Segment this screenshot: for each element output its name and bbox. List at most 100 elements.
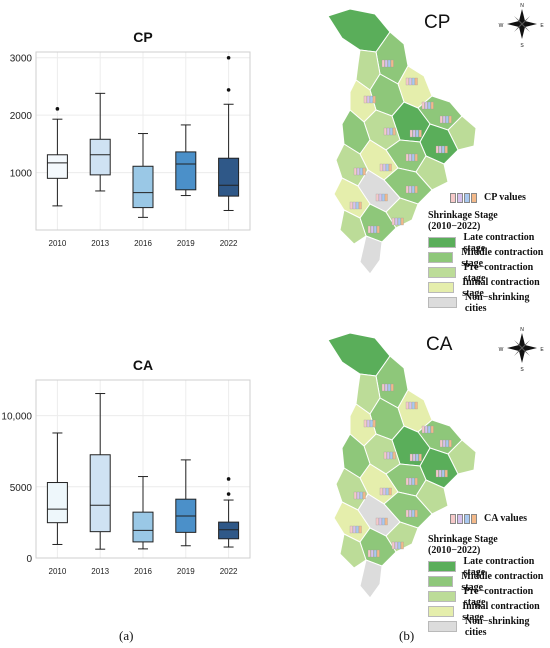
city-bar-glyph: [362, 491, 366, 500]
legend-row: Middle contraction stage: [428, 247, 550, 269]
city-bar-glyph: [411, 401, 415, 410]
legend-row: Late contraction stage: [428, 232, 550, 254]
legend-row: Non−shrinking cities: [428, 616, 550, 638]
city-bar-glyph: [386, 451, 390, 460]
ca-chart-title: CA: [133, 357, 153, 373]
cp-compass-icon: N S E W: [499, 3, 545, 49]
city-bar-glyph: [370, 549, 374, 558]
mini-bar-4: [471, 192, 477, 203]
ca-legend-title: Shrinkage Stage (2010−2022): [428, 534, 498, 556]
city-bar-glyph: [408, 77, 412, 86]
city-bar-glyph: [372, 419, 376, 428]
box-2022: [218, 157, 240, 197]
city-bar-glyph: [362, 167, 366, 176]
city-bar-glyph: [383, 451, 387, 460]
compass-diagonal: [514, 340, 530, 356]
city-bar-glyph: [414, 77, 418, 86]
plot-frame: [35, 51, 251, 231]
city-bar-glyph: [381, 517, 385, 526]
x-tick-label: 2016: [134, 567, 152, 576]
city-bar-glyph: [439, 439, 443, 448]
outlier-point: [55, 107, 60, 111]
cp-boxplot-panel: CP 1000 2000 3000 2010 2013 2016 2019 2022: [0, 20, 262, 260]
ca-map-panel: N S E W CA CA values Shrinkage Stage (2010−…: [318, 324, 550, 638]
compass-diagonal: [514, 16, 530, 32]
compass-label-n: N: [520, 3, 524, 9]
mini-bar-1: [450, 513, 456, 524]
cp-values-legend: CP values: [450, 192, 526, 203]
city-bar-glyph: [409, 129, 413, 138]
city-bar-glyph: [405, 477, 409, 486]
city-bar-glyph: [405, 401, 409, 410]
city-bar-glyph: [394, 541, 398, 550]
city-bar-glyph: [391, 217, 395, 226]
legend-row: Initial contraction stage: [428, 601, 550, 623]
outlier-point: [226, 492, 231, 496]
ca-map: N S E W: [327, 327, 544, 599]
city-bar-glyph: [418, 453, 422, 462]
legend-row: Pre−contraction stage: [428, 262, 550, 284]
city-bar-glyph: [400, 541, 404, 550]
city-bar-glyph: [385, 163, 389, 172]
box-2010: [46, 154, 68, 179]
city-bar-glyph: [381, 59, 385, 68]
legend-row: Middle contraction stage: [428, 571, 550, 593]
legend-row: Initial contraction stage: [428, 277, 550, 299]
city-bar-glyph: [444, 145, 448, 154]
city-bar-glyph: [370, 225, 374, 234]
city-bar-glyph: [397, 541, 401, 550]
city-bar-glyph: [349, 201, 353, 210]
city-bar-glyph: [415, 129, 419, 138]
city-bar-glyph: [405, 185, 409, 194]
outlier-point: [226, 55, 231, 60]
ca-map-title: CA: [426, 334, 453, 355]
city-bar-glyph: [397, 217, 401, 226]
city-bar-glyph: [412, 129, 416, 138]
legend-swatch: [428, 576, 454, 587]
city-bar-glyph: [408, 185, 412, 194]
x-tick-label: 2019: [177, 239, 195, 248]
legend-label: Late contraction stage: [463, 231, 535, 254]
city-bar-glyph: [375, 517, 379, 526]
city-bar-glyph: [414, 477, 418, 486]
city-bar-glyph: [441, 145, 445, 154]
city-bar-glyph: [414, 153, 418, 162]
city-bar-glyph: [355, 525, 359, 534]
city-bar-glyph: [352, 201, 356, 210]
box-2019: [175, 151, 197, 191]
city-bar-glyph: [381, 383, 385, 392]
map-region: [415, 155, 449, 191]
city-bar-glyph: [408, 477, 412, 486]
city-bar-glyph: [405, 153, 409, 162]
y-tick-label: 3000: [10, 54, 33, 65]
city-bar-glyph: [448, 115, 452, 124]
city-bar-glyph: [400, 217, 404, 226]
box-2010: [46, 482, 68, 524]
city-bar-glyph: [435, 145, 439, 154]
city-bar-glyph: [427, 425, 431, 434]
ca-values-legend: CA values: [450, 513, 527, 524]
city-bar-glyph: [378, 193, 382, 202]
city-bar-glyph: [375, 193, 379, 202]
ca-boxplot-panel: CA 0 5000 10,000 2010 2013 2016 2019 2022: [0, 348, 262, 588]
mini-bar-1: [450, 192, 456, 203]
city-bar-glyph: [358, 201, 362, 210]
city-bar-glyph: [386, 127, 390, 136]
x-tick-label: 2013: [91, 239, 109, 248]
legend-swatch: [428, 252, 454, 263]
city-bar-glyph: [366, 419, 370, 428]
legend-swatch: [428, 591, 456, 602]
city-bar-glyph: [369, 419, 373, 428]
city-bar-glyph: [411, 477, 415, 486]
legend-label: Initial contraction stage: [462, 600, 540, 623]
legend-label: Pre−contraction stage: [463, 261, 534, 284]
box-2013: [89, 454, 111, 533]
city-bar-glyph: [384, 193, 388, 202]
box-2016: [132, 165, 154, 209]
cp-boxplot: CP 1000 2000 3000 2010 2013 2016 2019 2022: [10, 29, 251, 248]
city-bar-glyph: [445, 439, 449, 448]
city-bar-glyph: [439, 115, 443, 124]
cp-stage-legend: Shrinkage Stage (2010−2022) Late contrac…: [428, 210, 550, 314]
cp-map-panel: N S E W CP CP values Shrinkage Stage (2010−…: [318, 0, 550, 325]
ca-values-label: CA values: [484, 513, 528, 524]
